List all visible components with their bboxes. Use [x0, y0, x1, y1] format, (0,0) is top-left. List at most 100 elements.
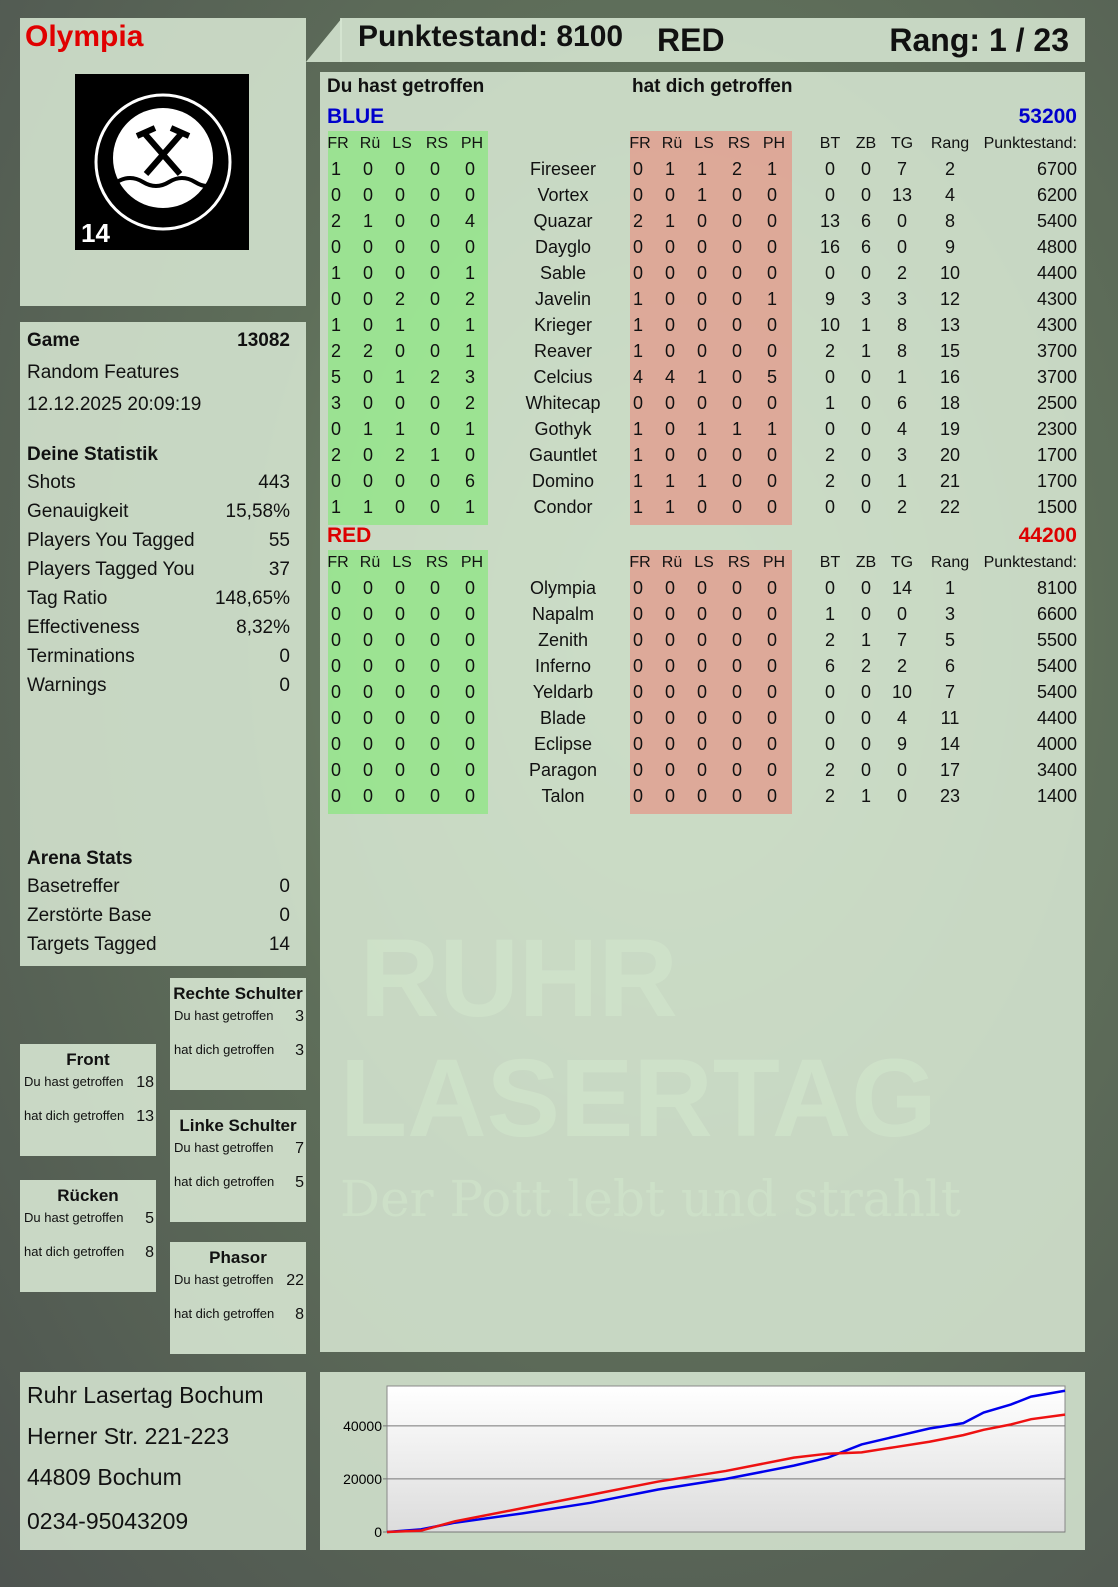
player-row[interactable]: 0 0 0 0 0 Paragon 0 0 0 0 0 2 0 0 17 3400 [320, 760, 1085, 786]
got-count: 1 [696, 471, 707, 491]
got-count: 1 [632, 497, 643, 517]
player-row[interactable]: 1 0 1 0 1 Krieger 1 0 0 0 0 10 1 8 13 4300 [320, 315, 1085, 341]
y-tick-label: 20000 [343, 1471, 382, 1487]
player-row[interactable]: 0 0 0 0 0 Napalm 0 0 0 0 0 1 0 0 3 6600 [320, 604, 1085, 630]
hit-count: 0 [464, 578, 475, 598]
player-name: Celcius [533, 367, 593, 387]
hit-count: 0 [429, 682, 440, 702]
hit-count: 0 [429, 497, 440, 517]
player-score: 3400 [1036, 760, 1077, 780]
hit-count: 1 [362, 211, 373, 231]
zb-value: 0 [860, 760, 871, 780]
player-score: 1400 [1036, 786, 1077, 806]
bt-value: 0 [824, 578, 835, 598]
rang-value: 19 [939, 419, 961, 439]
zone-box: Phasor Du hast getroffen 22 hat dich getrof… [170, 1242, 306, 1354]
bt-value: 6 [824, 656, 835, 676]
got-count: 0 [731, 237, 742, 257]
got-column-bg [630, 550, 792, 814]
player-row[interactable]: 0 0 2 0 2 Javelin 1 0 0 0 1 9 3 3 12 4300 [320, 289, 1085, 315]
hit-count: 0 [330, 289, 341, 309]
team-label: RED [657, 22, 725, 58]
player-name: Paragon [528, 760, 598, 780]
got-count: 0 [664, 630, 675, 650]
got-count: 0 [766, 445, 777, 465]
got-count: 0 [632, 786, 643, 806]
column-header-row: FR FR Rü Rü LS LS RS RS PH PH BT ZB TG Rang Punktestan… [320, 554, 1085, 580]
player-name: Talon [541, 786, 585, 806]
player-row[interactable]: 3 0 0 0 2 Whitecap 0 0 0 0 0 1 0 6 18 2500 [320, 393, 1085, 419]
stat-value: 15,58% [225, 501, 290, 522]
zone-label: Du hast getroffen [174, 1008, 274, 1023]
stat-label: Tag Ratio [27, 588, 108, 609]
bt-value: 2 [824, 341, 835, 361]
zone-label: hat dich getroffen [174, 1174, 275, 1189]
got-count: 0 [766, 341, 777, 361]
hit-count: 0 [330, 578, 341, 598]
hit-count: 0 [330, 682, 341, 702]
stat-value: 0 [279, 876, 290, 897]
player-row[interactable]: 0 0 0 0 0 Zenith 0 0 0 0 0 2 1 7 5 5500 [320, 630, 1085, 656]
got-count: 0 [632, 760, 643, 780]
stat-label: Zerstörte Base [27, 905, 152, 926]
got-count: 4 [632, 367, 643, 387]
stats-title: Deine Statistik [27, 444, 158, 465]
stat-value: 0 [279, 905, 290, 926]
hit-count: 2 [429, 367, 440, 387]
hit-count: 1 [330, 497, 341, 517]
got-count: 0 [766, 786, 777, 806]
player-score: 6600 [1036, 604, 1077, 624]
zone-value: 8 [295, 1306, 304, 1323]
player-row[interactable]: 1 0 0 0 1 Sable 0 0 0 0 0 0 0 2 10 4400 [320, 263, 1085, 289]
player-row[interactable]: 1 0 0 0 0 Fireseer 0 1 1 2 1 0 0 7 2 6700 [320, 159, 1085, 185]
hit-count: 0 [362, 630, 373, 650]
player-row[interactable]: 0 0 0 0 0 Blade 0 0 0 0 0 0 0 4 11 4400 [320, 708, 1085, 734]
player-row[interactable]: 0 0 0 0 0 Olympia 0 0 0 0 0 0 0 14 1 8100 [320, 578, 1085, 604]
player-row[interactable]: 1 1 0 0 1 Condor 1 1 0 0 0 0 0 2 22 1500 [320, 497, 1085, 523]
got-count: 0 [664, 341, 675, 361]
player-row[interactable]: 0 1 1 0 1 Gothyk 1 0 1 1 1 0 0 4 19 2300 [320, 419, 1085, 445]
got-count: 0 [664, 656, 675, 676]
player-name: Fireseer [529, 159, 596, 179]
rang-value: 12 [939, 289, 961, 309]
got-count: 0 [696, 497, 707, 517]
tg-value: 7 [896, 630, 907, 650]
got-count: 1 [696, 419, 707, 439]
zb-value: 1 [860, 315, 871, 335]
hit-count: 0 [429, 656, 440, 676]
hit-count: 0 [362, 445, 373, 465]
hit-count: 0 [362, 786, 373, 806]
zb-value: 0 [860, 734, 871, 754]
player-row[interactable]: 2 2 0 0 1 Reaver 1 0 0 0 0 2 1 8 15 3700 [320, 341, 1085, 367]
player-row[interactable]: 0 0 0 0 0 Eclipse 0 0 0 0 0 0 0 9 14 4000 [320, 734, 1085, 760]
got-count: 0 [632, 185, 643, 205]
column-header: RS [425, 135, 449, 152]
zone-value: 8 [145, 1244, 154, 1261]
player-row[interactable]: 0 0 0 0 0 Yeldarb 0 0 0 0 0 0 0 10 7 5400 [320, 682, 1085, 708]
rang-value: 18 [939, 393, 961, 413]
phone: 0234-95043209 [27, 1508, 189, 1534]
got-count: 0 [731, 315, 742, 335]
scoreboard-panel: Du hast getroffen hat dich getroffen BLU… [320, 72, 1085, 1352]
stat-value: 148,65% [214, 588, 290, 609]
rang-value: 14 [939, 734, 961, 754]
column-header: LS [392, 135, 412, 152]
player-row[interactable]: 2 0 2 1 0 Gauntlet 1 0 0 0 0 2 0 3 20 1700 [320, 445, 1085, 471]
player-panel: Olympia 14 [20, 18, 306, 306]
bt-value: 2 [824, 445, 835, 465]
player-row[interactable]: 5 0 1 2 3 Celcius 4 4 1 0 5 0 0 1 16 3700 [320, 367, 1085, 393]
player-row[interactable]: 2 1 0 0 4 Quazar 2 1 0 0 0 13 6 0 8 5400 [320, 211, 1085, 237]
hit-count: 0 [330, 760, 341, 780]
player-row[interactable]: 0 0 0 0 0 Vortex 0 0 1 0 0 0 0 13 4 6200 [320, 185, 1085, 211]
hit-count: 0 [394, 237, 405, 257]
player-row[interactable]: 0 0 0 0 0 Talon 0 0 0 0 0 2 1 0 23 1400 [320, 786, 1085, 812]
header-bar: Punktestand: 8100 RED Rang: 1 / 23 [340, 18, 1085, 62]
got-count: 0 [766, 604, 777, 624]
player-name: Whitecap [525, 393, 601, 413]
stat-row: Players Tagged You 37 [27, 559, 290, 581]
player-row[interactable]: 0 0 0 0 6 Domino 1 1 1 0 0 2 0 1 21 1700 [320, 471, 1085, 497]
y-tick-label: 0 [374, 1524, 382, 1540]
hit-count: 1 [330, 263, 341, 283]
player-row[interactable]: 0 0 0 0 0 Inferno 0 0 0 0 0 6 2 2 6 5400 [320, 656, 1085, 682]
player-row[interactable]: 0 0 0 0 0 Dayglo 0 0 0 0 0 16 6 0 9 4800 [320, 237, 1085, 263]
